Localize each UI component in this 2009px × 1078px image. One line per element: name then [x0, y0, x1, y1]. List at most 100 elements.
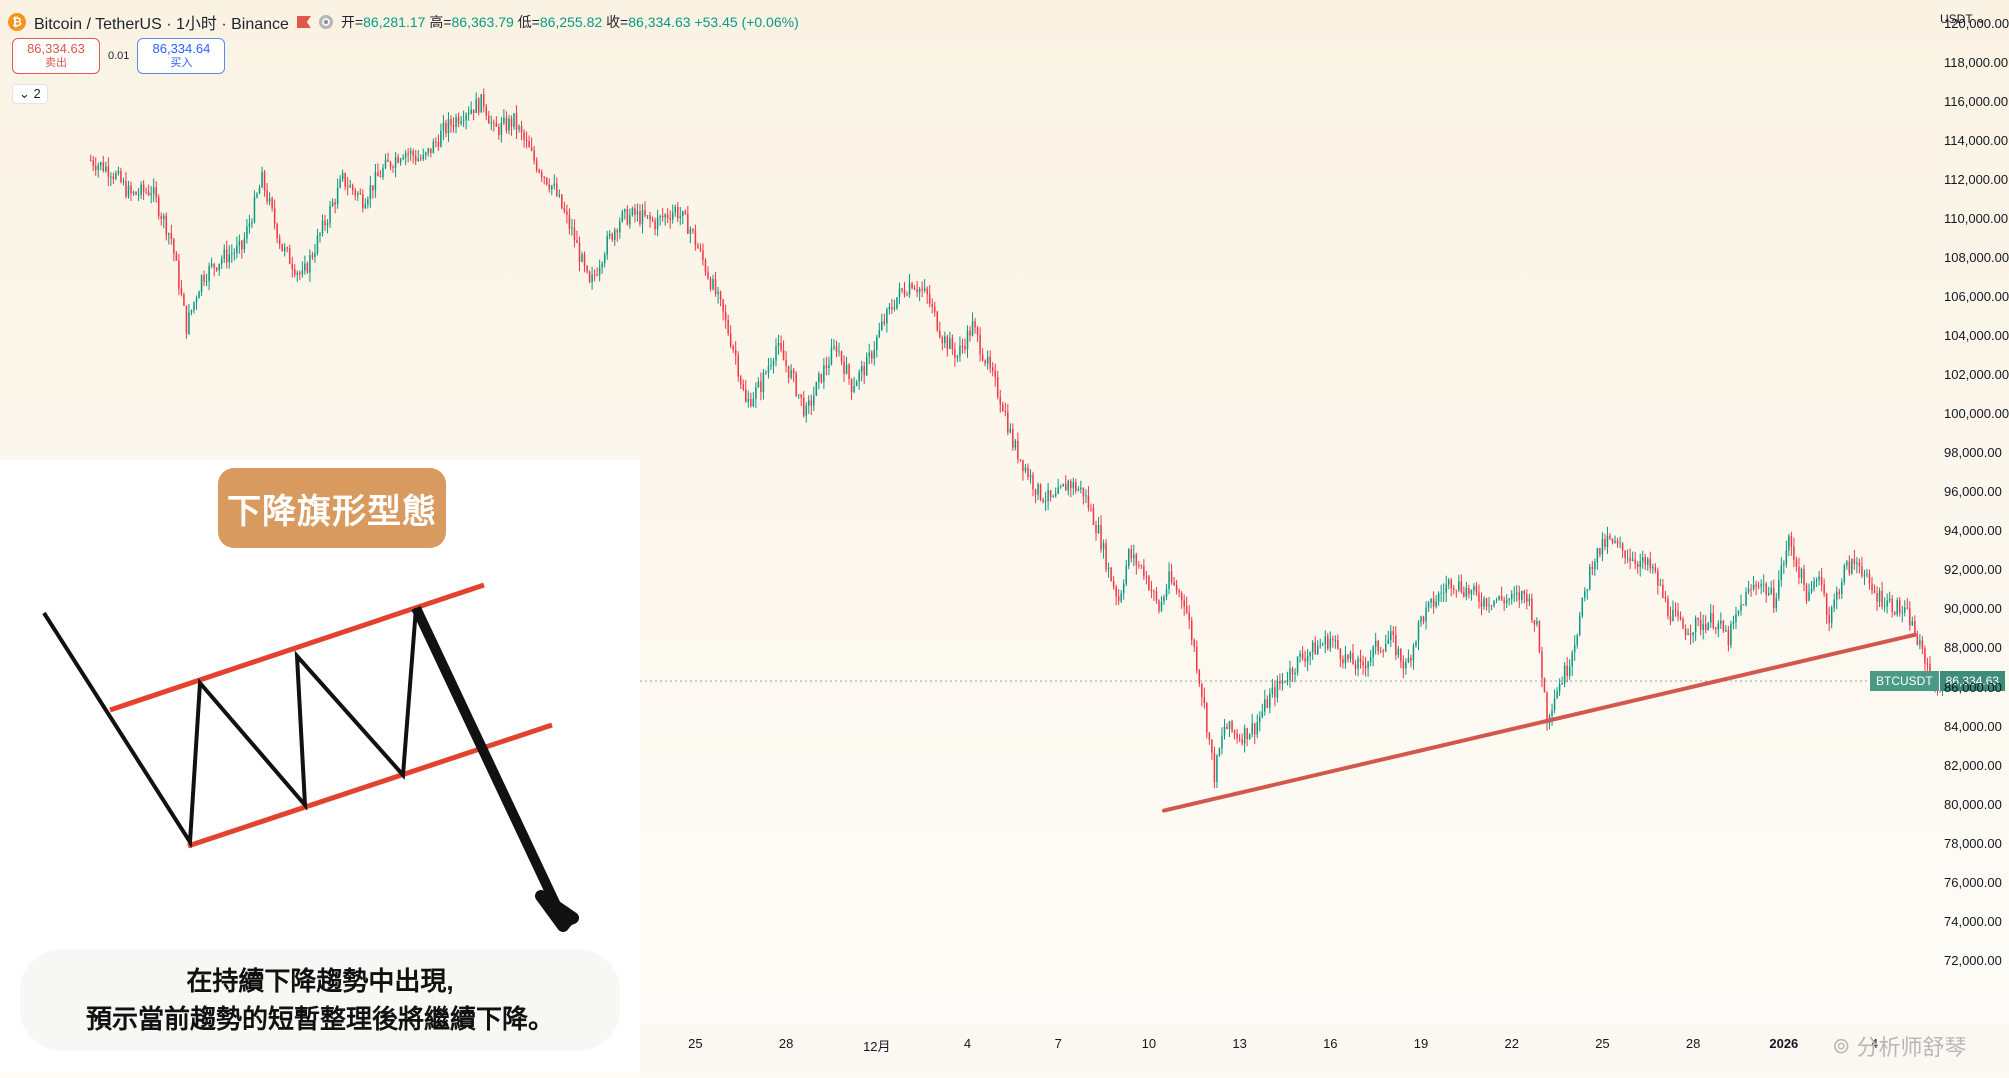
- candle-body: [1432, 598, 1435, 607]
- candle-body: [1679, 616, 1682, 619]
- candle-body: [1639, 561, 1641, 568]
- candle-body: [1851, 559, 1853, 574]
- candle-body: [425, 152, 427, 156]
- candle-body: [611, 233, 614, 241]
- ohlc-readout: 开=86,281.17 高=86,363.79 低=86,255.82 收=86…: [341, 12, 799, 32]
- candle-body: [1916, 635, 1919, 645]
- candle-body: [1294, 672, 1296, 675]
- candle-body: [535, 160, 538, 171]
- candle-body: [981, 354, 984, 361]
- time-axis-tick: 7: [1054, 1036, 1062, 1051]
- price-tag-value: 86,334.63: [1938, 671, 2006, 691]
- candle-body: [1657, 571, 1659, 586]
- candle-body: [818, 373, 820, 382]
- currency-selector[interactable]: USDT ⌄: [1940, 12, 1986, 26]
- candle-body: [193, 302, 195, 311]
- candle-body: [1120, 593, 1122, 602]
- candle-body: [1478, 592, 1480, 602]
- candle-body: [178, 260, 180, 289]
- candle-body: [258, 187, 261, 194]
- candle-body: [1271, 687, 1274, 694]
- time-axis-tick: 28: [778, 1036, 794, 1051]
- candle-body: [797, 394, 800, 396]
- candle-body: [299, 272, 301, 274]
- sell-button[interactable]: 86,334.63 卖出: [12, 38, 100, 74]
- candle-body: [1783, 563, 1785, 566]
- candle-body: [1256, 722, 1259, 735]
- candle-body: [996, 377, 999, 397]
- buy-button[interactable]: 86,334.64 买入: [137, 38, 226, 74]
- candle-body: [767, 366, 770, 373]
- candle-body: [89, 160, 92, 162]
- candle-body: [402, 157, 404, 160]
- breakdown-arrow-shaft: [411, 605, 561, 908]
- candle-body: [876, 336, 878, 350]
- candle-body: [110, 176, 112, 178]
- candle-body: [608, 233, 611, 237]
- candle-body: [1339, 648, 1342, 659]
- candle-body: [1727, 630, 1730, 646]
- candle-body: [1223, 726, 1226, 736]
- candle-body: [661, 215, 664, 218]
- candle-body: [1689, 633, 1692, 636]
- candle-body: [548, 184, 551, 190]
- candle-body: [1321, 644, 1324, 646]
- candle-body: [868, 352, 870, 357]
- candle-body: [1871, 583, 1873, 591]
- candle-body: [1848, 561, 1851, 574]
- candle-body: [1218, 748, 1221, 756]
- candle-body: [1604, 538, 1606, 547]
- flag-icon[interactable]: [296, 16, 311, 28]
- candle-body: [583, 254, 586, 266]
- candle-body: [639, 211, 641, 224]
- watermark-icon: ⊚: [1832, 1033, 1851, 1058]
- candle-body: [1480, 601, 1483, 607]
- candle-body: [1757, 586, 1760, 588]
- candle-body: [1694, 617, 1697, 633]
- candle-body: [183, 294, 185, 306]
- indicator-collapse-toggle[interactable]: ⌄ 2: [12, 84, 48, 104]
- candle-body: [682, 211, 684, 217]
- candle-body: [276, 223, 278, 239]
- candle-body: [1463, 591, 1465, 597]
- candle-body: [800, 394, 802, 398]
- candle-body: [840, 351, 843, 362]
- candle-body: [1518, 592, 1521, 600]
- candle-body: [1586, 589, 1589, 592]
- candle-body: [399, 159, 402, 163]
- candle-body: [1838, 591, 1841, 595]
- time-axis-tick: 22: [1504, 1036, 1519, 1051]
- candle-body: [1284, 680, 1286, 682]
- candle-body: [1150, 589, 1153, 592]
- symbol-title[interactable]: Bitcoin / TetherUS · 1小时 · Binance: [34, 16, 289, 33]
- candle-body: [1470, 590, 1473, 595]
- candle-body: [246, 226, 248, 239]
- candle-body: [1390, 631, 1392, 640]
- candle-body: [1188, 612, 1190, 621]
- candle-body: [1649, 559, 1652, 569]
- candle-body: [908, 283, 911, 295]
- time-axis-tick: 13: [1232, 1036, 1247, 1051]
- candle-body: [362, 194, 364, 209]
- candle-body: [220, 258, 223, 264]
- candle-body: [1505, 599, 1508, 604]
- candle-body: [1717, 623, 1720, 630]
- candle-body: [787, 366, 790, 378]
- candle-body: [1750, 589, 1752, 590]
- candle-body: [397, 157, 399, 163]
- candle-body: [1059, 486, 1062, 488]
- candle-body: [651, 219, 654, 221]
- candle-body: [1460, 581, 1463, 592]
- candle-body: [1259, 716, 1261, 723]
- candle-body: [1767, 592, 1770, 595]
- candle-body: [946, 336, 949, 349]
- candle-body: [1495, 599, 1498, 601]
- candle-body: [329, 206, 331, 223]
- candle-body: [1841, 582, 1843, 595]
- candle-body: [624, 209, 626, 212]
- candle-body: [359, 193, 362, 195]
- candle-body: [379, 176, 382, 178]
- spread-value: 0.01: [108, 50, 130, 62]
- candle-body: [1198, 670, 1201, 684]
